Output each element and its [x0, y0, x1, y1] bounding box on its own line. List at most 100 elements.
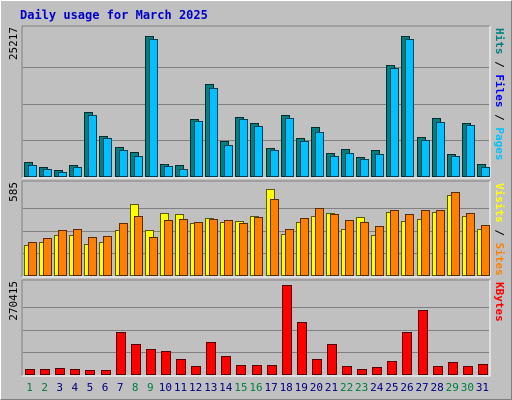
bar-files-day-15 [239, 119, 248, 177]
x-tick-label-18: 18 [280, 381, 293, 394]
x-tick-label-13: 13 [204, 381, 217, 394]
bar-kbytes-day-31 [478, 364, 488, 375]
x-tick-label-17: 17 [264, 381, 277, 394]
panel-visits-sites: 585 Visits / Sites [7, 180, 506, 278]
legend-part-4: Pages [493, 127, 506, 160]
bar-kbytes-day-14 [221, 356, 231, 375]
x-tick-label-23: 23 [355, 381, 368, 394]
series-legend: KBytes [493, 282, 506, 322]
bar-files-day-1 [28, 165, 37, 177]
bar-kbytes-day-17 [267, 365, 277, 375]
bar-kbytes-day-13 [206, 342, 216, 375]
x-tick-label-29: 29 [446, 381, 459, 394]
x-tick-label-20: 20 [310, 381, 323, 394]
bar-sites-day-9 [149, 237, 158, 276]
bar-files-day-30 [466, 125, 475, 177]
bar-sites-day-31 [481, 225, 490, 276]
bar-sites-day-20 [315, 208, 324, 276]
bar-kbytes-day-25 [387, 361, 397, 375]
bar-files-day-22 [345, 153, 354, 177]
x-tick-label-31: 31 [476, 381, 489, 394]
bar-sites-day-5 [88, 237, 97, 276]
bar-files-day-24 [375, 154, 384, 177]
bar-sites-day-22 [345, 220, 354, 276]
bar-files-day-9 [149, 39, 158, 177]
bar-sites-day-16 [254, 217, 263, 276]
bar-files-day-4 [73, 167, 82, 177]
bar-sites-day-4 [73, 229, 82, 276]
bar-files-day-21 [330, 156, 339, 177]
x-tick-label-3: 3 [56, 381, 63, 394]
x-tick-label-22: 22 [340, 381, 353, 394]
bar-sites-day-8 [134, 216, 143, 276]
bar-kbytes-day-15 [236, 365, 246, 375]
x-tick-label-8: 8 [132, 381, 139, 394]
x-tick-label-7: 7 [117, 381, 124, 394]
x-tick-label-11: 11 [174, 381, 187, 394]
bar-kbytes-day-3 [55, 368, 65, 375]
bar-files-day-25 [390, 68, 399, 177]
bar-sites-day-18 [285, 229, 294, 276]
x-tick-label-26: 26 [400, 381, 413, 394]
bar-files-day-26 [405, 39, 414, 177]
bar-files-day-12 [194, 121, 203, 177]
bar-sites-day-27 [421, 210, 430, 276]
bar-kbytes-day-26 [402, 332, 412, 375]
bar-sites-day-29 [451, 192, 460, 276]
bar-sites-day-17 [270, 199, 279, 276]
bar-files-day-23 [360, 159, 369, 177]
series-legend: Hits / Files / Pages [493, 28, 506, 161]
bar-kbytes-day-19 [297, 322, 307, 375]
bar-files-day-7 [119, 150, 128, 177]
bar-sites-day-13 [209, 219, 218, 276]
bar-sites-day-19 [300, 218, 309, 276]
panel-hits-files-pages: 25217 Hits / Files / Pages [7, 25, 506, 179]
bar-kbytes-day-10 [161, 351, 171, 375]
x-tick-label-16: 16 [249, 381, 262, 394]
bar-sites-day-12 [194, 222, 203, 276]
x-tick-label-12: 12 [189, 381, 202, 394]
series-legend: Visits / Sites [493, 183, 506, 276]
bar-kbytes-day-21 [327, 344, 337, 375]
bar-files-day-5 [88, 115, 97, 177]
bar-sites-day-11 [179, 219, 188, 276]
bar-sites-day-30 [466, 213, 475, 276]
x-tick-label-30: 30 [461, 381, 474, 394]
bar-sites-day-3 [58, 230, 67, 276]
bar-sites-day-23 [360, 222, 369, 276]
x-axis-labels: 1 2 3 4 5 6 7 8 9 10 11 12 13 14 15 16 17 18 19 20 21 22 23 24 2… [26, 381, 489, 394]
x-tick-label-21: 21 [325, 381, 338, 394]
bar-files-day-31 [481, 167, 490, 177]
x-tick-label-1: 1 [26, 381, 33, 394]
x-tick-label-2: 2 [41, 381, 48, 394]
x-tick-label-27: 27 [415, 381, 428, 394]
bar-kbytes-day-22 [342, 366, 352, 375]
bar-files-day-6 [103, 138, 112, 177]
bar-sites-day-10 [164, 220, 173, 276]
bar-files-day-2 [43, 169, 52, 177]
bar-sites-day-6 [103, 236, 112, 276]
bar-kbytes-day-30 [463, 366, 473, 375]
bar-kbytes-day-9 [146, 349, 156, 375]
bar-sites-day-28 [436, 210, 445, 276]
bar-files-day-13 [209, 88, 218, 177]
legend-part-1: / [493, 55, 506, 75]
bar-files-day-28 [436, 122, 445, 177]
x-tick-label-24: 24 [370, 381, 384, 394]
bar-kbytes-day-16 [252, 365, 262, 375]
bar-files-day-14 [224, 145, 233, 177]
bar-sites-day-25 [390, 210, 399, 276]
bar-kbytes-day-29 [448, 362, 458, 375]
bar-sites-day-2 [43, 238, 52, 276]
panel-kbytes: 270415 KBytes [7, 279, 506, 377]
x-tick-label-6: 6 [102, 381, 109, 394]
bar-files-day-3 [58, 172, 67, 177]
bar-kbytes-day-11 [176, 359, 186, 375]
bar-files-day-18 [285, 118, 294, 177]
bar-kbytes-day-7 [116, 332, 126, 375]
bar-kbytes-day-12 [191, 366, 201, 375]
bar-files-day-11 [179, 169, 188, 177]
bar-kbytes-day-20 [312, 359, 322, 375]
y-max-label: 25217 [7, 27, 20, 60]
